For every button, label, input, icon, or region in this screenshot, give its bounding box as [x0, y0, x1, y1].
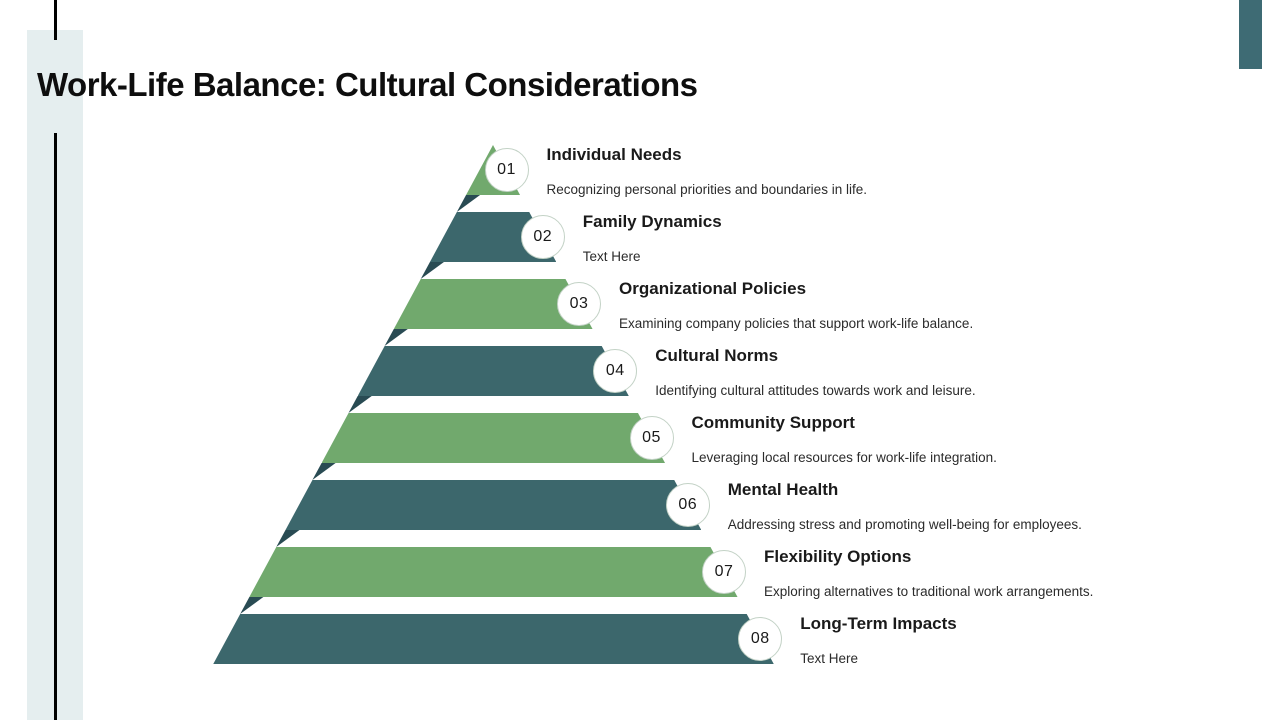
step-number: 08 — [750, 630, 770, 647]
step-number: 06 — [678, 496, 698, 513]
step-description: Exploring alternatives to traditional wo… — [764, 584, 1094, 599]
step-number: 03 — [569, 295, 589, 312]
step-text-block: Long-Term Impacts Text Here — [800, 614, 957, 666]
step-number-badge: 07 — [702, 550, 746, 594]
pyramid-tier-fold — [312, 463, 336, 480]
corner-accent-rect — [1239, 0, 1262, 69]
step-number-badge: 02 — [520, 215, 565, 259]
pyramid-tier-shape — [357, 346, 629, 396]
step-number-badge: 05 — [629, 416, 674, 460]
step-description: Text Here — [800, 651, 859, 666]
step-text-block: Organizational Policies Examining company… — [619, 279, 974, 331]
step-title: Flexibility Options — [764, 547, 912, 566]
step-title: Long-Term Impacts — [800, 614, 957, 633]
step-number: 01 — [497, 161, 516, 178]
step-number: 02 — [533, 228, 553, 245]
step-text-block: Cultural Norms Identifying cultural attit… — [655, 346, 976, 398]
pyramid-tier-fold — [384, 329, 408, 346]
pyramid-tier-shape — [213, 614, 774, 664]
pyramid-tier-fold — [348, 396, 372, 413]
pyramid-tier-shape — [285, 480, 702, 530]
left-vertical-line-bottom — [54, 133, 57, 720]
step-description: Examining company policies that support … — [619, 316, 974, 331]
step-text-block: Flexibility Options Exploring alternative… — [764, 547, 1094, 599]
step-description: Recognizing personal priorities and boun… — [546, 182, 867, 197]
step-title: Community Support — [691, 413, 855, 432]
step-number-badge: 08 — [738, 617, 783, 661]
step-number: 05 — [642, 429, 661, 446]
step-title: Individual Needs — [546, 145, 682, 164]
step-text-block: Community Support Leveraging local resour… — [691, 413, 997, 465]
pyramid-tier-fold — [276, 530, 300, 547]
step-description: Identifying cultural attitudes towards w… — [655, 383, 976, 398]
step-number-badge: 04 — [593, 349, 638, 393]
pyramid-tier-shape — [249, 547, 738, 597]
pyramid-tier-shape — [321, 413, 666, 463]
step-text-block: Mental Health Addressing stress and promo… — [727, 480, 1082, 532]
pyramid-tier-fold — [420, 262, 444, 279]
step-title: Cultural Norms — [655, 346, 779, 365]
left-vertical-line-top — [54, 0, 57, 40]
step-number: 04 — [605, 362, 625, 379]
step-title: Mental Health — [727, 480, 839, 499]
page-title: Work-Life Balance: Cultural Consideratio… — [37, 66, 698, 103]
step-description: Leveraging local resources for work-life… — [691, 450, 997, 465]
step-number: 07 — [714, 563, 734, 580]
step-title: Organizational Policies — [619, 279, 807, 298]
step-description: Text Here — [582, 249, 641, 264]
pyramid-tier-fold — [456, 195, 481, 212]
step-text-block: Individual Needs Recognizing personal pri… — [546, 145, 867, 197]
step-number-badge: 03 — [557, 282, 602, 326]
pyramid-tier-fold — [240, 597, 264, 614]
step-description: Addressing stress and promoting well-bei… — [727, 517, 1082, 532]
step-number-badge: 01 — [484, 148, 529, 192]
step-number-badge: 06 — [665, 483, 710, 527]
step-title: Family Dynamics — [582, 212, 722, 231]
step-text-block: Family Dynamics Text Here — [582, 212, 722, 264]
